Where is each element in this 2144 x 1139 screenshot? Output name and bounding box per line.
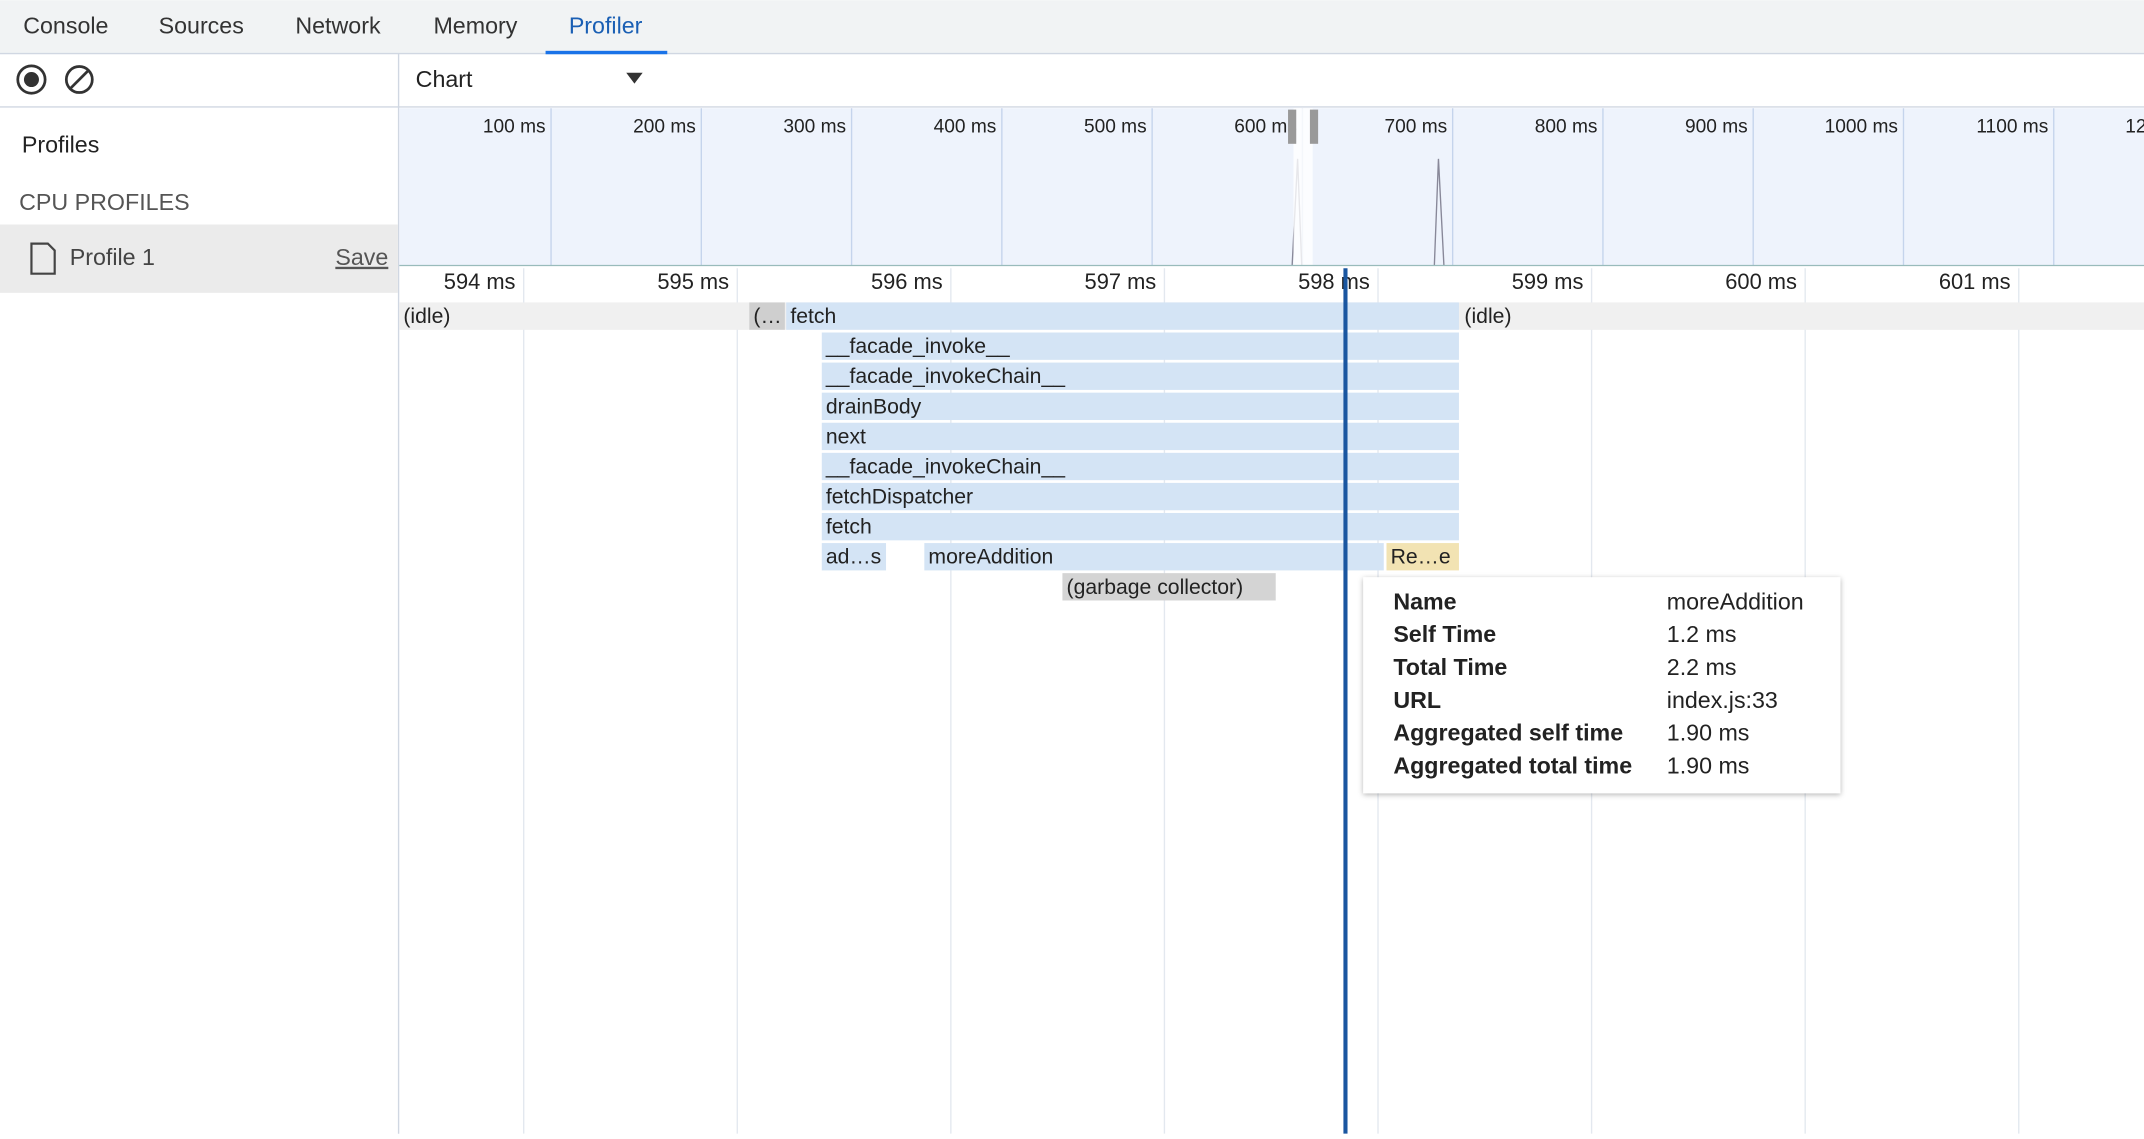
tooltip-value: 1.2 ms (1667, 621, 1737, 647)
overview-tick-label: 600 ms (1234, 116, 1297, 137)
tab[interactable]: Network (295, 13, 381, 39)
tooltip-value: 2.2 ms (1667, 654, 1737, 680)
flame-label: (idle) (403, 305, 450, 328)
timeline-tick-label: 600 ms (1725, 269, 1797, 294)
tooltip-key: URL (1393, 687, 1441, 713)
overview-tick-label: 300 ms (783, 116, 846, 137)
flame-label: __facade_invokeChain__ (825, 365, 1066, 388)
timeline-tick-label: 597 ms (1085, 269, 1157, 294)
selection-handle[interactable] (1288, 109, 1297, 144)
profile-row[interactable] (0, 224, 398, 293)
overview-tick-label: 1000 ms (1825, 116, 1898, 137)
flame-entry[interactable] (749, 302, 785, 330)
tab[interactable]: Memory (433, 13, 517, 39)
flame-entry[interactable] (821, 422, 1459, 451)
timeline-tick-label: 599 ms (1512, 269, 1584, 294)
overview-tick-label: 1100 ms (1976, 116, 2048, 137)
flame-label: __facade_invoke__ (825, 335, 1011, 358)
overview-tick-label: 200 ms (633, 116, 696, 137)
tooltip-key: Name (1393, 588, 1456, 614)
profile-icon (30, 242, 56, 275)
overview-tick-label: 900 ms (1685, 116, 1748, 137)
flame-label: fetchDispatcher (826, 486, 973, 509)
timeline-tick-label: 598 ms (1298, 269, 1370, 294)
sidebar-section: CPU PROFILES (19, 189, 189, 215)
tooltip-value: moreAddition (1667, 588, 1804, 614)
tooltip-key: Total Time (1393, 654, 1507, 680)
overview-tick-label: 1200 ms (2125, 116, 2144, 137)
selection-window (1293, 108, 1313, 266)
tooltip-value: 1.90 ms (1667, 752, 1750, 778)
sidebar-title: Profiles (22, 132, 99, 158)
flame-entry[interactable] (399, 302, 748, 330)
flame-entry[interactable] (821, 482, 1459, 511)
flame-entry[interactable] (786, 302, 1459, 330)
overview (399, 108, 2144, 266)
flame-entry[interactable] (821, 362, 1459, 390)
flame-entry[interactable] (924, 543, 1384, 571)
tab[interactable]: Sources (159, 13, 244, 39)
save-link[interactable]: Save (335, 244, 388, 270)
flame-entry[interactable] (1062, 573, 1276, 601)
tooltip (1363, 577, 1841, 794)
tooltip-key: Self Time (1393, 621, 1496, 647)
flame-label: moreAddition (928, 546, 1053, 569)
dropdown-arrow (626, 72, 643, 84)
flame-label: (idle) (1464, 305, 1511, 328)
flame-label: fetch (826, 516, 872, 539)
view-select[interactable]: Chart (416, 66, 473, 92)
flame-entry[interactable] (821, 543, 887, 571)
flame-label: Re…e (1391, 546, 1451, 569)
clear-button[interactable] (64, 65, 94, 94)
profile-name[interactable]: Profile 1 (70, 244, 155, 270)
record-button[interactable] (16, 64, 47, 95)
timeline-tick-label: 595 ms (657, 269, 729, 294)
overview-tick-label: 400 ms (934, 116, 997, 137)
clear-icon (69, 69, 90, 90)
timeline-tick-label: 596 ms (871, 269, 943, 294)
tab[interactable]: Profiler (569, 13, 643, 39)
tooltip-key: Aggregated self time (1393, 720, 1623, 746)
tooltip-value: 1.90 ms (1667, 720, 1750, 746)
overview-tick-label: 700 ms (1384, 116, 1447, 137)
flame-label: (… (753, 305, 781, 328)
overview-tick-label: 800 ms (1535, 116, 1598, 137)
flame-entry[interactable] (821, 512, 1459, 541)
selection-handle[interactable] (1309, 109, 1319, 144)
active-tab-underline (545, 50, 668, 55)
overview-tick-label: 100 ms (483, 116, 546, 137)
timeline-tick-label: 594 ms (444, 269, 516, 294)
tooltip-key: Aggregated total time (1393, 752, 1632, 778)
flame-label: next (826, 425, 866, 448)
flame-entry[interactable] (1460, 302, 2144, 330)
flame-entry[interactable] (1386, 543, 1459, 571)
tooltip-value: index.js:33 (1667, 687, 1778, 713)
record-dot (23, 72, 39, 88)
tab[interactable]: Console (23, 13, 108, 39)
flame-label: (garbage collector) (1067, 576, 1244, 599)
flame-label: ad…s (826, 546, 881, 569)
flame-entry[interactable] (821, 452, 1459, 481)
flame-entry[interactable] (821, 332, 1459, 360)
flame-label: fetch (790, 305, 836, 328)
flame-label: drainBody (826, 395, 922, 418)
timeline-tick-label: 601 ms (1939, 269, 2011, 294)
tab-bar (0, 0, 2144, 54)
flame-label: __facade_invokeChain__ (825, 455, 1066, 478)
overview-tick-label: 500 ms (1084, 116, 1147, 137)
flame-entry[interactable] (821, 392, 1459, 421)
